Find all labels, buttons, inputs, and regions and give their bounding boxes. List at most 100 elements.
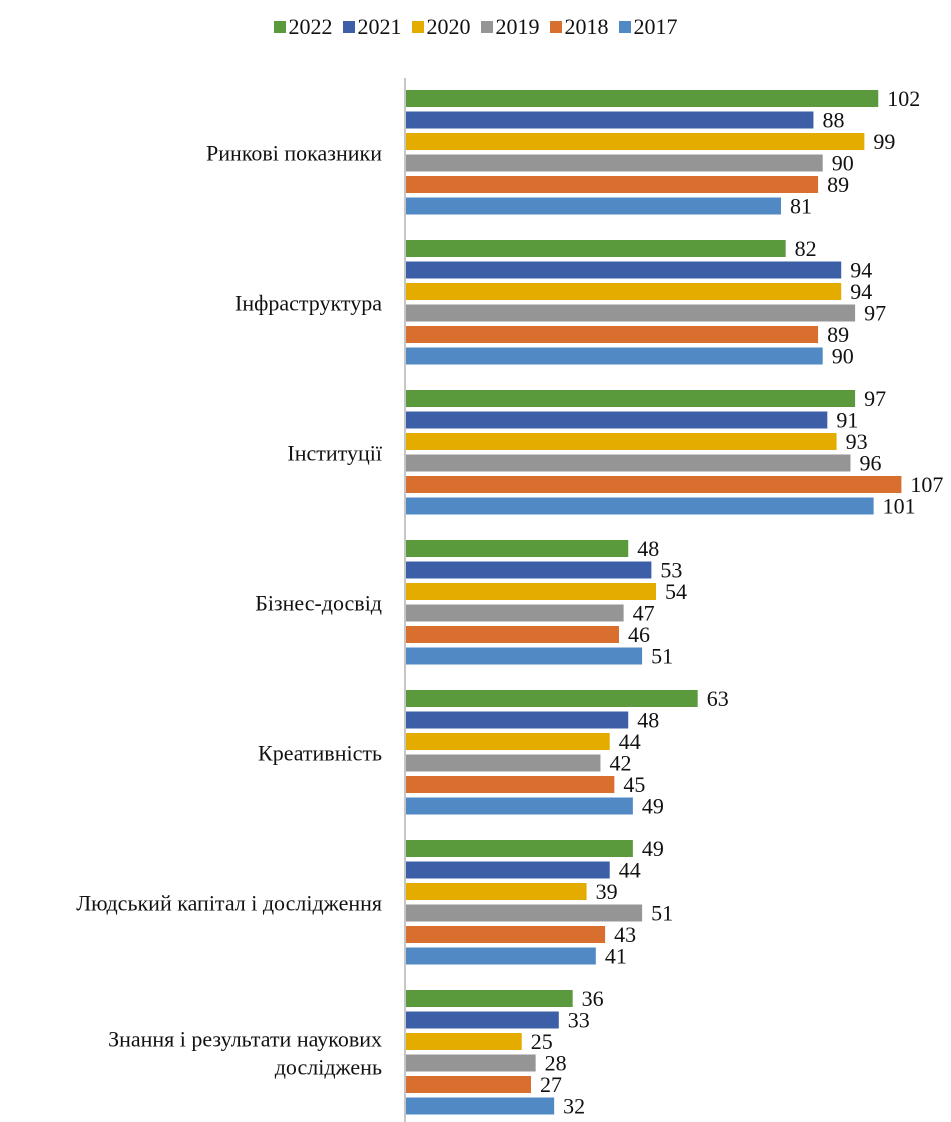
bar-2017 (406, 347, 823, 365)
legend-swatch (618, 21, 631, 33)
legend-label: 2020 (426, 14, 471, 39)
legend-item-2020: 2020 (411, 14, 471, 40)
category-label-line: досліджень (275, 1054, 382, 1079)
value-label: 48 (637, 536, 659, 561)
bar-2017 (406, 497, 874, 515)
legend-item-2018: 2018 (549, 14, 609, 40)
bar-2022 (406, 990, 573, 1007)
bar-2018 (406, 776, 615, 793)
bar-2020 (406, 883, 587, 900)
bar-2019 (406, 304, 856, 322)
bar-2020 (406, 133, 865, 150)
legend-label: 2018 (564, 14, 609, 39)
value-label: 27 (540, 1072, 562, 1097)
bar-2021 (406, 561, 652, 579)
bar-2019 (406, 754, 601, 772)
legend-swatch (342, 21, 355, 33)
bar-2017 (406, 947, 596, 965)
bar-2021 (406, 411, 828, 429)
category-label: Бізнес-досвід (255, 590, 382, 615)
value-label: 102 (887, 86, 920, 111)
value-label: 88 (822, 108, 844, 133)
legend-swatch (480, 21, 493, 33)
category-label-line: Бізнес-досвід (255, 590, 382, 615)
value-label: 93 (846, 429, 868, 454)
value-label: 96 (859, 451, 881, 476)
legend-swatch (273, 21, 286, 33)
legend-item-2017: 2017 (618, 14, 678, 40)
bar-2022 (406, 390, 856, 407)
bar-2021 (406, 111, 814, 129)
bar-2022 (406, 240, 786, 257)
value-label: 48 (637, 708, 659, 733)
value-label: 94 (850, 258, 872, 283)
value-label: 99 (873, 129, 895, 154)
legend-swatch (549, 21, 562, 33)
value-label: 25 (531, 1029, 553, 1054)
category-label-line: Ринкові показники (206, 140, 382, 165)
bar-2020 (406, 583, 657, 600)
bar-2018 (406, 1076, 532, 1093)
bar-2019 (406, 154, 823, 172)
value-label: 32 (563, 1094, 585, 1119)
value-label: 89 (827, 322, 849, 347)
bar-2019 (406, 904, 643, 922)
value-label: 47 (633, 601, 655, 626)
value-label: 53 (660, 558, 682, 583)
bar-2017 (406, 647, 643, 665)
bar-2017 (406, 1097, 555, 1115)
legend-label: 2017 (633, 14, 678, 39)
bar-2022 (406, 840, 633, 857)
bar-2022 (406, 90, 879, 107)
legend-swatch (411, 21, 424, 33)
legend-item-2021: 2021 (342, 14, 402, 40)
bar-2017 (406, 797, 633, 815)
value-label: 63 (707, 686, 729, 711)
value-label: 39 (596, 879, 618, 904)
legend-item-2019: 2019 (480, 14, 540, 40)
value-label: 51 (651, 644, 673, 669)
bar-2020 (406, 283, 842, 300)
legend-item-2022: 2022 (273, 14, 333, 40)
value-label: 33 (568, 1008, 590, 1033)
category-label-line: Креативність (258, 740, 382, 765)
value-label: 42 (609, 751, 631, 776)
value-label: 90 (832, 151, 854, 176)
bar-2018 (406, 476, 902, 493)
bar-2022 (406, 540, 629, 557)
value-label: 97 (864, 386, 886, 411)
value-label: 45 (623, 772, 645, 797)
bar-2022 (406, 690, 698, 707)
bar-2021 (406, 261, 842, 279)
category-label: Креативність (258, 740, 382, 765)
value-label: 41 (605, 944, 627, 969)
category-label: Людський капітал і дослідження (76, 890, 382, 915)
category-label-line: Інституції (287, 440, 382, 465)
bar-2018 (406, 326, 819, 343)
bar-2019 (406, 1054, 536, 1072)
bar-2020 (406, 1033, 522, 1050)
chart-legend: 2022 2021 2020 2019 2018 2017 (0, 10, 951, 44)
bar-2018 (406, 926, 606, 943)
legend-label: 2021 (357, 14, 402, 39)
category-label-line: Інфраструктура (235, 290, 382, 315)
bar-2018 (406, 626, 619, 643)
category-label: Інституції (287, 440, 382, 465)
value-label: 54 (665, 579, 687, 604)
value-label: 101 (883, 494, 916, 519)
value-label: 91 (836, 408, 858, 433)
value-label: 90 (832, 344, 854, 369)
value-label: 36 (582, 986, 604, 1011)
value-label: 97 (864, 301, 886, 326)
category-label: Ринкові показники (206, 140, 382, 165)
legend-label: 2022 (288, 14, 333, 39)
value-label: 46 (628, 622, 650, 647)
bar-2021 (406, 711, 629, 729)
value-label: 82 (795, 236, 817, 261)
bar-2019 (406, 454, 851, 472)
value-label: 28 (545, 1051, 567, 1076)
category-label: Знання і результати наукових досліджень (108, 1026, 382, 1079)
category-label-line: Знання і результати наукових (108, 1026, 382, 1051)
